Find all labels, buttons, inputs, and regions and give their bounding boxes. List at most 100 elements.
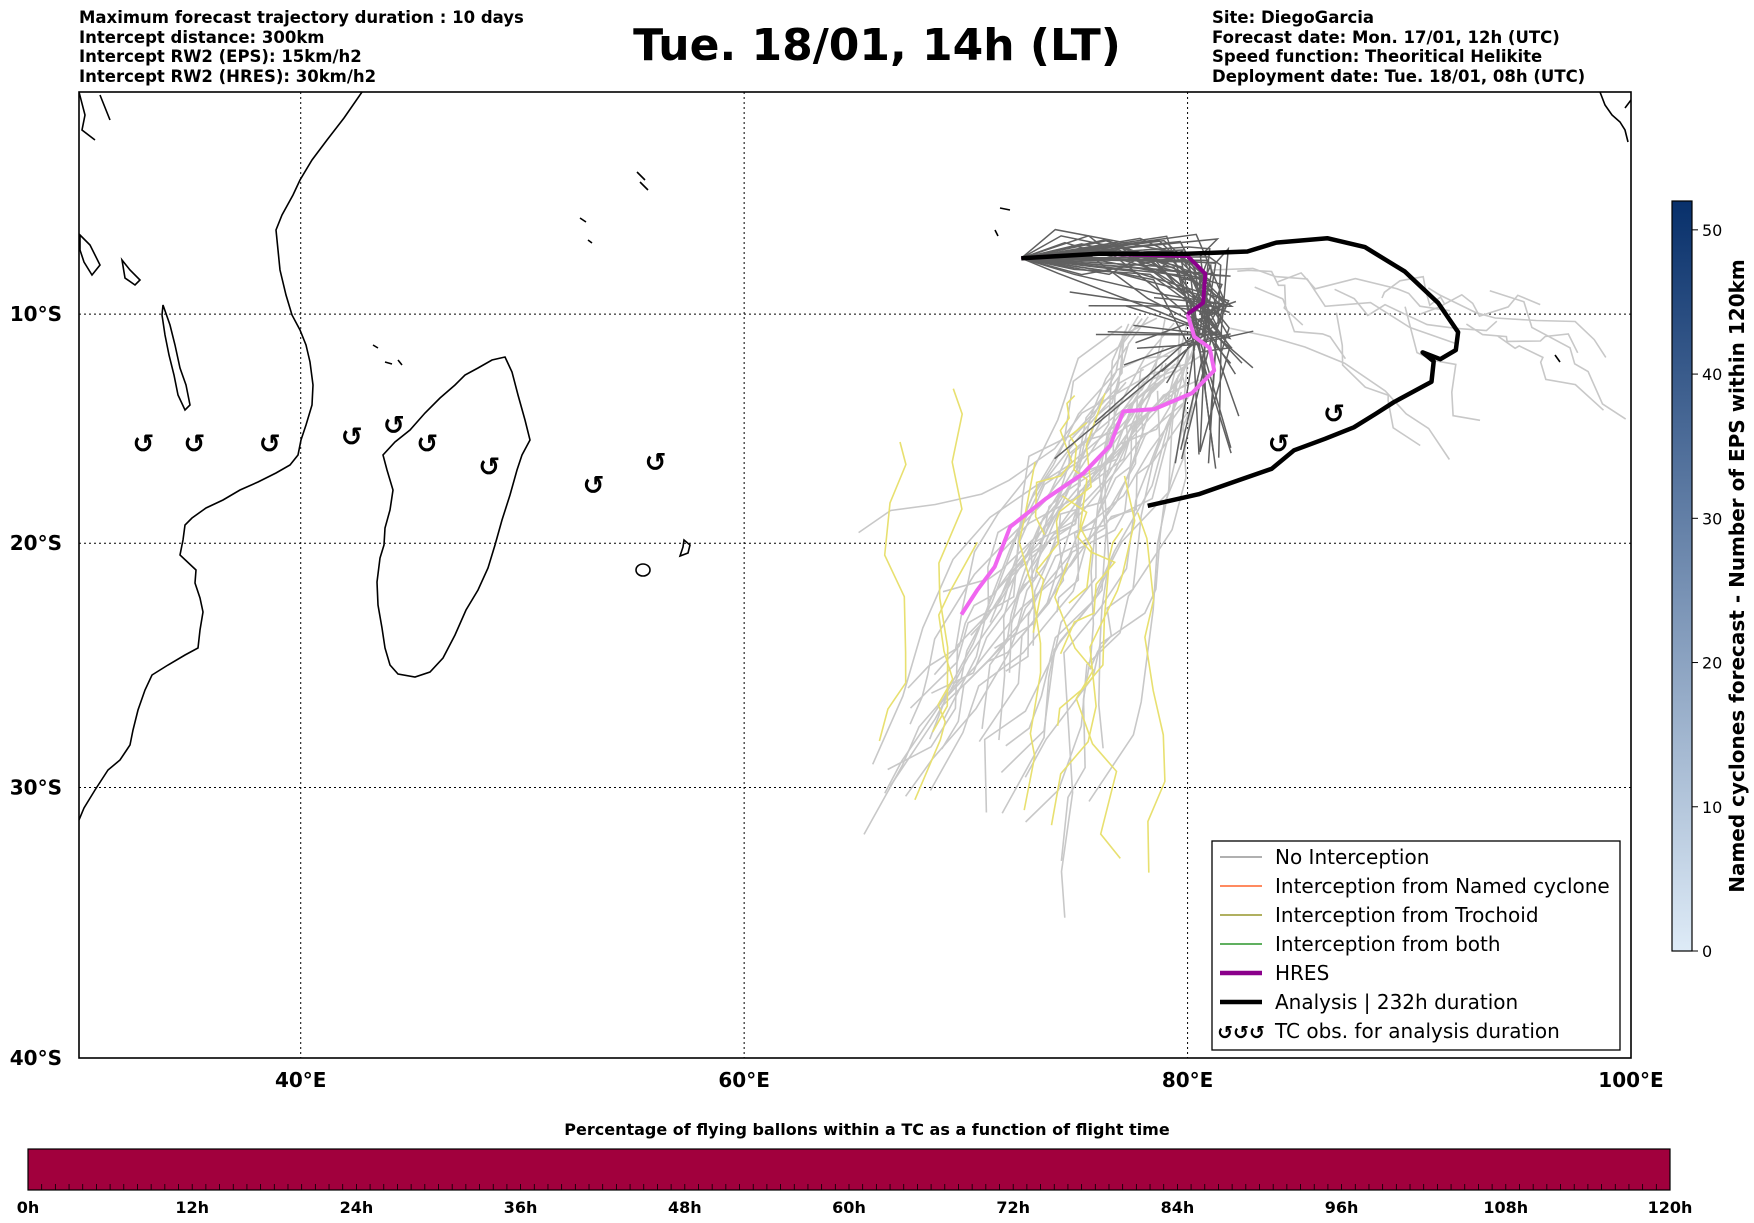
eps-track xyxy=(1334,288,1498,332)
time-tick-label: 72h xyxy=(996,1198,1030,1217)
eps-track xyxy=(1059,495,1117,655)
lon-tick-label: 80°E xyxy=(1162,1068,1214,1092)
legend-label: Interception from both xyxy=(1275,932,1501,956)
legend-label: HRES xyxy=(1275,961,1329,985)
legend-label: Interception from Trochoid xyxy=(1275,903,1539,927)
lake-tanganyika xyxy=(120,257,142,287)
eps-track xyxy=(929,393,1145,791)
tc-observation-symbol: ↺ xyxy=(1268,429,1290,459)
eps-track xyxy=(1056,330,1202,613)
tc-observation-symbol: ↺ xyxy=(416,429,438,459)
tc-observation-symbol: ↺ xyxy=(645,448,667,478)
eps-track xyxy=(1050,475,1136,826)
eps-track xyxy=(1404,306,1481,422)
comoros xyxy=(372,344,403,366)
colorbar-tick-label: 30 xyxy=(1702,509,1722,528)
eps-track xyxy=(1068,421,1093,604)
header-right-line: Site: DiegoGarcia xyxy=(1212,8,1375,27)
tc-observation-symbol: ↺ xyxy=(383,411,405,441)
eps-track xyxy=(943,363,1167,720)
header-left: Maximum forecast trajectory duration : 1… xyxy=(79,8,524,86)
eps-track xyxy=(884,378,1203,794)
eps-track xyxy=(1005,380,1178,747)
eps-track xyxy=(1230,327,1451,460)
reunion-island xyxy=(635,563,651,577)
eps-track xyxy=(1018,461,1042,811)
eps-track xyxy=(933,348,1196,676)
eps-track xyxy=(1211,267,1456,345)
eps-track xyxy=(1021,239,1224,335)
eps-tracks-light xyxy=(858,267,1627,918)
colorbar-right-bar xyxy=(1671,200,1693,952)
lake-malawi xyxy=(161,304,191,412)
lon-ticks: 40°E 60°E 80°E 100°E xyxy=(275,1068,1664,1092)
lon-tick-label: 100°E xyxy=(1598,1068,1663,1092)
eps-track xyxy=(978,368,1145,743)
eps-track xyxy=(1021,240,1203,423)
analysis-track xyxy=(1021,235,1461,508)
eps-track xyxy=(1427,287,1607,358)
colorbar-tick-label: 20 xyxy=(1702,654,1722,673)
lon-tick-label: 60°E xyxy=(718,1068,770,1092)
eps-track xyxy=(1021,238,1220,450)
time-tick-label: 36h xyxy=(504,1198,538,1217)
tc-observations: ↺ ↺ ↺ ↺ ↺ ↺ ↺ ↺ ↺ ↺ ↺ xyxy=(132,400,1344,501)
colorbar-right: 0 10 20 30 40 50 Named cyclones forecast - Nu… xyxy=(1671,200,1749,961)
legend: No Interception Interception from Named c… xyxy=(1211,840,1621,1051)
tc-observation-symbol: ↺ xyxy=(478,452,500,482)
legend-symbol: ↺↺↺ xyxy=(1217,1022,1265,1044)
header-right-line: Speed function: Theoritical Helikite xyxy=(1212,47,1543,66)
eps-track xyxy=(1005,370,1175,672)
eps-track xyxy=(1088,375,1199,802)
mauritius-island xyxy=(678,538,691,558)
time-bar-title: Percentage of flying ballons within a TC… xyxy=(564,1120,1170,1139)
eps-track xyxy=(1060,400,1135,861)
eps-track xyxy=(1021,234,1200,464)
tc-observation-symbol: ↺ xyxy=(259,429,281,459)
header-right-line: Forecast date: Mon. 17/01, 12h (UTC) xyxy=(1212,27,1560,47)
eps-track xyxy=(1489,289,1627,420)
time-tick-label: 48h xyxy=(668,1198,702,1217)
eps-track xyxy=(1465,323,1579,354)
lat-tick-label: 20°S xyxy=(10,531,62,555)
time-tick-label: 0h xyxy=(17,1198,40,1217)
eps-track xyxy=(1021,257,1214,460)
eps-track xyxy=(1021,257,1237,375)
somalia-tip xyxy=(79,92,111,141)
africa-coastline xyxy=(79,92,363,821)
lat-tick-label: 30°S xyxy=(10,776,62,800)
coastlines xyxy=(79,92,1631,821)
eps-track xyxy=(1254,286,1347,360)
legend-label: TC obs. for analysis duration xyxy=(1274,1019,1560,1043)
eps-track xyxy=(1024,403,1194,778)
australia-edge xyxy=(1599,92,1631,143)
colorbar-tick-label: 50 xyxy=(1702,221,1722,240)
time-bar-fill xyxy=(27,1148,1671,1191)
tc-observation-symbol: ↺ xyxy=(183,429,205,459)
eps-track xyxy=(1021,243,1230,352)
legend-label: Interception from Named cyclone xyxy=(1275,874,1610,898)
header-left-line: Intercept RW2 (HRES): 30km/h2 xyxy=(79,66,377,86)
time-tick-label: 108h xyxy=(1483,1198,1528,1217)
time-tick-label: 120h xyxy=(1648,1198,1693,1217)
eps-track xyxy=(970,377,1178,636)
tc-observation-symbol: ↺ xyxy=(1323,400,1345,430)
legend-box xyxy=(1211,840,1621,1051)
eps-track xyxy=(1021,257,1231,453)
eps-track xyxy=(1021,257,1232,340)
map-frame xyxy=(78,91,1632,1059)
page-title: Tue. 18/01, 14h (LT) xyxy=(633,20,1121,71)
time-tick-label: 60h xyxy=(832,1198,866,1217)
hres-track-pink xyxy=(959,313,1217,616)
eps-track xyxy=(1335,312,1421,447)
eps-track xyxy=(1381,275,1446,307)
time-tick-label: 12h xyxy=(175,1198,209,1217)
lat-tick-label: 10°S xyxy=(10,302,62,326)
eps-track xyxy=(1277,271,1450,312)
time-bar: Percentage of flying ballons within a TC… xyxy=(17,1120,1693,1217)
header-left-line: Intercept RW2 (EPS): 15km/h2 xyxy=(79,47,362,66)
eps-track xyxy=(1497,335,1605,411)
map-content: ↺ ↺ ↺ ↺ ↺↺↺↺↺↺↺ xyxy=(79,92,1631,1058)
seychelles xyxy=(579,171,649,244)
